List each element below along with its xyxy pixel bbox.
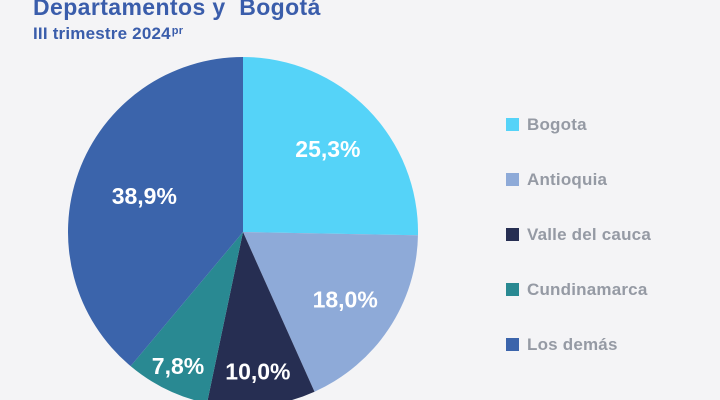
chart-subtitle: III trimestre 2024pr [33,25,183,42]
legend-label-antioquia: Antioquia [527,169,608,189]
pie-slice-value-label-bogota: 25,3% [295,136,360,162]
pie-slice-los-demas [68,57,243,367]
legend-item-bogota: Bogota [506,97,651,152]
legend-item-cundinamarca: Cundinamarca [506,262,651,317]
pie-slice-bogota [243,57,418,236]
pie-slice-valle-del-cauca [207,232,315,400]
chart-subtitle-superscript: pr [171,25,184,37]
chart-title: Departamentos y Bogotá [33,0,321,20]
legend-label-valle-del-cauca: Valle del cauca [527,224,651,244]
pie-slice-value-label-antioquia: 18,0% [313,287,378,313]
pie-chart: 25,3% 18,0% 10,0% 7,8% 38,9% [68,57,418,400]
legend-swatch-bogota [506,118,519,131]
pie-slice-value-label-cundinamarca: 7,8% [152,353,204,379]
pie-slice-antioquia [243,232,418,392]
legend-swatch-antioquia [506,173,519,186]
legend-swatch-cundinamarca [506,283,519,296]
legend-item-los-demas: Los demás [506,317,651,372]
pie-slice-value-label-los-demas: 38,9% [112,183,177,209]
legend-item-antioquia: Antioquia [506,152,651,207]
legend-label-los-demas: Los demás [527,334,618,354]
legend-swatch-valle-del-cauca [506,228,519,241]
legend-label-cundinamarca: Cundinamarca [527,279,648,299]
chart-legend: Bogota Antioquia Valle del cauca Cundinamar… [506,97,651,372]
pie-slice-value-label-valle-del-cauca: 10,0% [225,358,290,384]
legend-item-valle-del-cauca: Valle del cauca [506,207,651,262]
chart-subtitle-text: III trimestre 2024 [33,24,171,43]
pie-slice-cundinamarca [130,232,243,400]
legend-label-bogota: Bogota [527,114,587,134]
legend-swatch-los-demas [506,338,519,351]
